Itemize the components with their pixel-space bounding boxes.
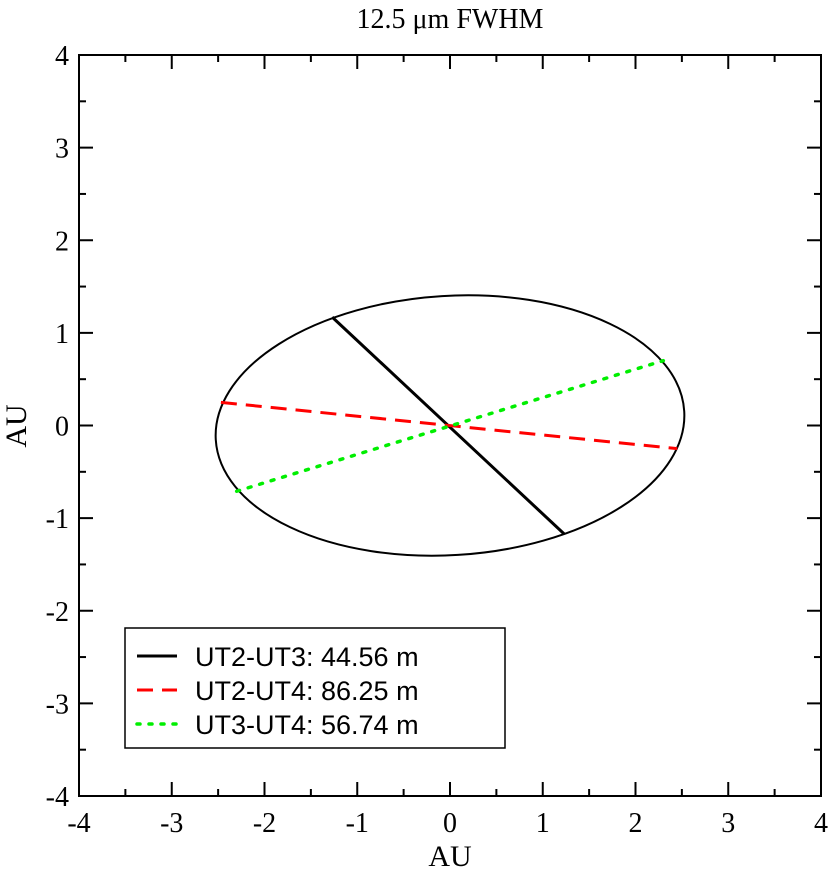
x-tick-label: 0 — [443, 808, 457, 839]
x-tick-label: 3 — [721, 808, 735, 839]
fwhm-ellipse — [214, 294, 686, 557]
y-tick-label: 3 — [55, 134, 69, 165]
x-tick-label: -1 — [346, 808, 369, 839]
x-axis-label: AU — [428, 840, 472, 871]
axis-ticks: -4 -3 -2 -1 0 1 2 3 4 -4 -3 -2 -1 0 1 2 3 4 — [46, 41, 828, 839]
x-tick-label: -4 — [67, 808, 90, 839]
legend: UT2-UT3: 44.56 m UT2-UT4: 86.25 m UT3-UT4:… — [124, 627, 506, 749]
series-line-2 — [220, 400, 678, 451]
y-tick-label: 0 — [55, 412, 69, 443]
plot-frame — [78, 54, 822, 797]
legend-label-1: UT2-UT3: 44.56 m — [195, 642, 419, 672]
y-tick-label: -4 — [46, 782, 69, 813]
legend-box — [124, 627, 506, 749]
y-tick-label: -2 — [46, 597, 69, 628]
series-line-3 — [234, 358, 666, 494]
chart-title: 12.5 μm FWHM — [357, 4, 544, 35]
x-tick-label: 1 — [536, 808, 550, 839]
y-tick-label: 2 — [55, 226, 69, 257]
y-tick-label: 4 — [55, 41, 69, 72]
x-tick-label: -3 — [160, 808, 183, 839]
y-tick-label: 1 — [55, 319, 69, 350]
legend-label-3: UT3-UT4: 56.74 m — [195, 710, 419, 740]
y-axis-label: AU — [0, 404, 33, 448]
legend-label-2: UT2-UT4: 86.25 m — [195, 676, 419, 706]
x-tick-label: -2 — [253, 808, 276, 839]
plot-area — [214, 294, 686, 557]
y-tick-label: -3 — [46, 689, 69, 720]
x-tick-label: 2 — [629, 808, 643, 839]
x-tick-label: 4 — [814, 808, 828, 839]
y-tick-label: -1 — [46, 504, 69, 535]
